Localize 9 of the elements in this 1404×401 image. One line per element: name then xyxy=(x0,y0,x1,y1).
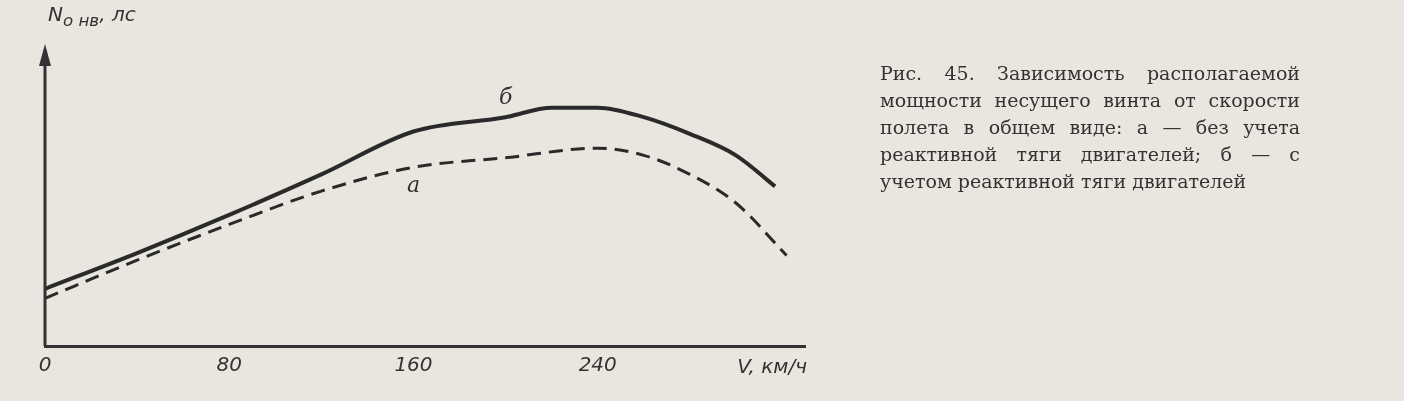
x-tick-label: 80 xyxy=(216,352,242,377)
series-label: б xyxy=(498,83,513,109)
x-tick-label: 0 xyxy=(38,352,52,377)
x-axis-title: V, км/ч xyxy=(737,354,808,379)
x-tick-label: 160 xyxy=(394,352,433,377)
y-axis-title: N$_{о нв}$, лс xyxy=(48,2,136,30)
series-label: а xyxy=(406,171,421,197)
text: Рис. 45. Зависимость располагаемой мощности несущего винта от скорости полета в общем виде: а — без учета реактивной тяги двигателей; б — с учетом реактивной тяги двигателей xyxy=(880,61,1300,194)
x-tick-label: 240 xyxy=(578,352,617,377)
